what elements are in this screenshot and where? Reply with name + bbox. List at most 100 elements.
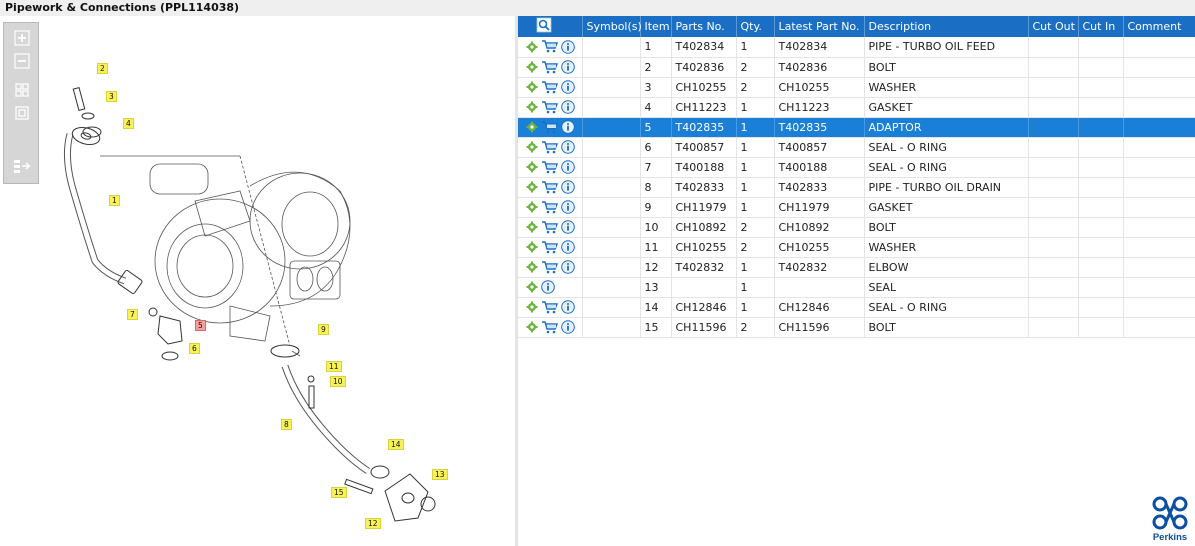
- add-to-cart-icon[interactable]: [541, 200, 558, 214]
- gear-icon[interactable]: [526, 201, 538, 213]
- callout-5[interactable]: 5: [195, 320, 206, 331]
- table-row[interactable]: 15 CH11596 2 CH11596 BOLT: [518, 317, 1195, 338]
- info-icon[interactable]: [541, 280, 555, 294]
- latest-part-no-cell: T402834: [774, 37, 865, 58]
- cut-out-cell: [1028, 177, 1079, 198]
- gear-icon[interactable]: [526, 41, 538, 53]
- gear-icon[interactable]: [526, 121, 538, 133]
- callout-15[interactable]: 15: [331, 487, 347, 498]
- table-row[interactable]: 11 CH10255 2 CH10255 WASHER: [518, 237, 1195, 258]
- expand-panel-icon[interactable]: [12, 157, 32, 175]
- add-to-cart-icon[interactable]: [541, 220, 558, 234]
- gear-icon[interactable]: [526, 101, 538, 113]
- column-header-comment[interactable]: Comment: [1123, 16, 1195, 37]
- info-icon[interactable]: [561, 240, 575, 254]
- info-icon[interactable]: [561, 300, 575, 314]
- table-row[interactable]: 7 T400188 1 T400188 SEAL - O RING: [518, 157, 1195, 178]
- info-icon[interactable]: [561, 60, 575, 74]
- callout-4[interactable]: 4: [123, 118, 134, 129]
- gear-icon[interactable]: [526, 221, 538, 233]
- add-to-cart-icon[interactable]: [541, 140, 558, 154]
- table-row[interactable]: 10 CH10892 2 CH10892 BOLT: [518, 217, 1195, 238]
- gear-icon[interactable]: [526, 141, 538, 153]
- latest-part-no-cell: T402836: [774, 57, 865, 78]
- table-row[interactable]: 9 CH11979 1 CH11979 GASKET: [518, 197, 1195, 218]
- info-icon[interactable]: [561, 160, 575, 174]
- gear-icon[interactable]: [526, 81, 538, 93]
- column-header-parts-no[interactable]: Parts No.: [671, 16, 737, 37]
- zoom-out-icon[interactable]: [12, 52, 32, 70]
- table-row[interactable]: 6 T400857 1 T400857 SEAL - O RING: [518, 137, 1195, 158]
- add-to-cart-icon[interactable]: [541, 80, 558, 94]
- column-header-qty[interactable]: Qty.: [736, 16, 775, 37]
- table-row[interactable]: 4 CH11223 1 CH11223 GASKET: [518, 97, 1195, 118]
- info-icon[interactable]: [561, 100, 575, 114]
- add-to-cart-icon[interactable]: [541, 260, 558, 274]
- comment-cell: [1123, 137, 1195, 158]
- pane-splitter[interactable]: [515, 16, 518, 546]
- gear-icon[interactable]: [526, 161, 538, 173]
- actual-size-icon[interactable]: [12, 104, 32, 122]
- add-to-cart-icon[interactable]: [541, 180, 558, 194]
- callout-2[interactable]: 2: [97, 63, 108, 74]
- info-icon[interactable]: [561, 80, 575, 94]
- gear-icon[interactable]: [526, 261, 538, 273]
- table-row[interactable]: 8 T402833 1 T402833 PIPE - TURBO OIL DRAIN: [518, 177, 1195, 198]
- column-header-latest-part-no[interactable]: Latest Part No.: [774, 16, 865, 37]
- add-to-cart-icon[interactable]: [541, 300, 558, 314]
- gear-icon[interactable]: [526, 241, 538, 253]
- add-to-cart-icon[interactable]: [541, 320, 558, 334]
- zoom-in-icon[interactable]: [12, 29, 32, 47]
- add-to-cart-icon[interactable]: [541, 240, 558, 254]
- callout-1[interactable]: 1: [109, 195, 120, 206]
- info-icon[interactable]: [561, 220, 575, 234]
- table-row[interactable]: 2 T402836 2 T402836 BOLT: [518, 57, 1195, 78]
- column-header-description[interactable]: Description: [864, 16, 1029, 37]
- gear-icon[interactable]: [526, 61, 538, 73]
- add-to-cart-icon[interactable]: [541, 60, 558, 74]
- info-icon[interactable]: [561, 140, 575, 154]
- gear-icon[interactable]: [526, 301, 538, 313]
- callout-3[interactable]: 3: [106, 91, 117, 102]
- table-row[interactable]: 3 CH10255 2 CH10255 WASHER: [518, 77, 1195, 98]
- description-cell: ADAPTOR: [864, 117, 1029, 138]
- column-header-item[interactable]: Item: [640, 16, 672, 37]
- info-icon[interactable]: [561, 320, 575, 334]
- symbols-cell: [582, 37, 641, 58]
- column-header-cut-out[interactable]: Cut Out: [1028, 16, 1079, 37]
- table-header-row: Symbol(s) Item Parts No. Qty. Latest Par…: [518, 16, 1195, 37]
- exploded-diagram-pane[interactable]: 2 3 4 1 7 5 6 9 11 10 8 14 13 15 12: [0, 16, 515, 546]
- gear-icon[interactable]: [526, 321, 538, 333]
- info-icon[interactable]: [561, 39, 575, 54]
- info-icon[interactable]: [561, 260, 575, 274]
- info-icon[interactable]: [561, 180, 575, 194]
- table-row[interactable]: 14 CH12846 1 CH12846 SEAL - O RING: [518, 297, 1195, 318]
- add-to-cart-icon[interactable]: [541, 160, 558, 174]
- callout-10[interactable]: 10: [330, 376, 346, 387]
- fit-all-icon[interactable]: [12, 81, 32, 99]
- search-parts-icon[interactable]: [536, 17, 552, 33]
- callout-7[interactable]: 7: [127, 309, 138, 320]
- add-to-cart-icon[interactable]: [541, 40, 558, 53]
- table-row[interactable]: 13 1 SEAL: [518, 277, 1195, 298]
- info-icon[interactable]: [561, 120, 575, 134]
- callout-14[interactable]: 14: [388, 439, 404, 450]
- callout-6[interactable]: 6: [189, 343, 200, 354]
- callout-12[interactable]: 12: [365, 518, 381, 529]
- info-icon[interactable]: [561, 200, 575, 214]
- callout-11[interactable]: 11: [326, 361, 342, 372]
- add-to-cart-icon[interactable]: [541, 100, 558, 114]
- column-header-symbols[interactable]: Symbol(s): [582, 16, 642, 37]
- table-row[interactable]: 5 T402835 1 T402835 ADAPTOR: [518, 117, 1195, 138]
- add-to-cart-icon[interactable]: [541, 120, 558, 134]
- column-header-cut-in[interactable]: Cut In: [1078, 16, 1124, 37]
- callout-9[interactable]: 9: [318, 324, 329, 335]
- gear-icon[interactable]: [526, 281, 538, 293]
- column-header-actions[interactable]: [518, 16, 583, 37]
- gear-icon[interactable]: [526, 181, 538, 193]
- table-row[interactable]: 12 T402832 1 T402832 ELBOW: [518, 257, 1195, 278]
- callout-8[interactable]: 8: [281, 419, 292, 430]
- callout-13[interactable]: 13: [432, 469, 448, 480]
- comment-cell: [1123, 237, 1195, 258]
- table-row[interactable]: 1 T402834 1 T402834 PIPE - TURBO OIL FEED: [518, 37, 1195, 58]
